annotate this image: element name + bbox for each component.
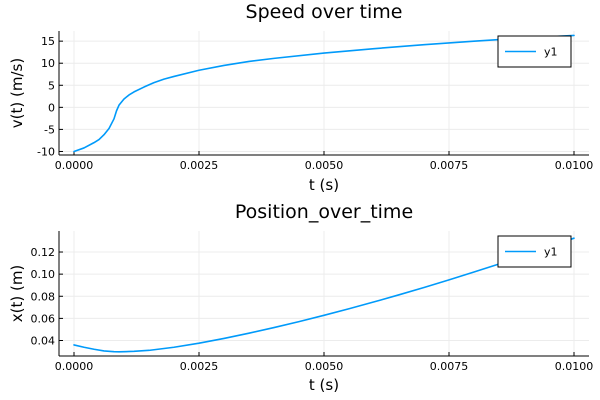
speed-y-tick-label: 0 xyxy=(48,101,55,114)
speed-x-axis-title: t (s) xyxy=(309,176,339,194)
position-y-tick-label: 0.10 xyxy=(31,268,56,281)
position-y-tick-label: 0.06 xyxy=(31,312,56,325)
speed-y-tick-label: -5 xyxy=(44,123,55,136)
speed-legend: y1 xyxy=(497,35,572,68)
speed-y-tick-label: 10 xyxy=(41,57,55,70)
position-x-tick-label: 0.0000 xyxy=(55,360,94,373)
position-legend: y1 xyxy=(497,235,572,268)
position-y-tick-label: 0.12 xyxy=(31,246,56,259)
position-x-tick-label: 0.0050 xyxy=(305,360,344,373)
position-legend-label: y1 xyxy=(544,246,558,259)
position-y-tick-label: 0.08 xyxy=(31,290,56,303)
position-chart: 0.0000 0.0025 0.0050 0.0075 0.0100 0.04 0.06 0.… xyxy=(8,201,593,394)
position-x-axis-title: t (s) xyxy=(309,376,339,394)
speed-legend-label: y1 xyxy=(544,46,558,59)
speed-chart: 0.0000 0.0025 0.0050 0.0075 0.0100 -10 -5 0 5 10 1… xyxy=(8,1,593,194)
speed-x-tick-label: 0.0100 xyxy=(555,159,594,172)
speed-y-tick-label: -10 xyxy=(37,145,55,158)
position-x-tick-label: 0.0075 xyxy=(430,360,469,373)
position-series-line xyxy=(73,237,575,353)
speed-y-tick-label: 15 xyxy=(41,35,55,48)
speed-x-tick-label: 0.0000 xyxy=(55,159,94,172)
position-y-axis-title: x(t) (m) xyxy=(8,265,26,323)
speed-x-tick-label: 0.0075 xyxy=(430,159,469,172)
position-x-tick-label: 0.0100 xyxy=(555,360,594,373)
speed-chart-title: Speed over time xyxy=(246,1,403,23)
speed-y-tick-label: 5 xyxy=(48,79,55,92)
speed-y-axis-title: v(t) (m/s) xyxy=(8,58,26,128)
position-x-tick-label: 0.0025 xyxy=(180,360,219,373)
position-chart-title: Position_over_time xyxy=(235,201,413,223)
speed-x-tick-label: 0.0025 xyxy=(180,159,219,172)
position-y-tick-label: 0.04 xyxy=(31,335,56,348)
speed-x-tick-label: 0.0050 xyxy=(305,159,344,172)
speed-series-line xyxy=(73,34,575,153)
